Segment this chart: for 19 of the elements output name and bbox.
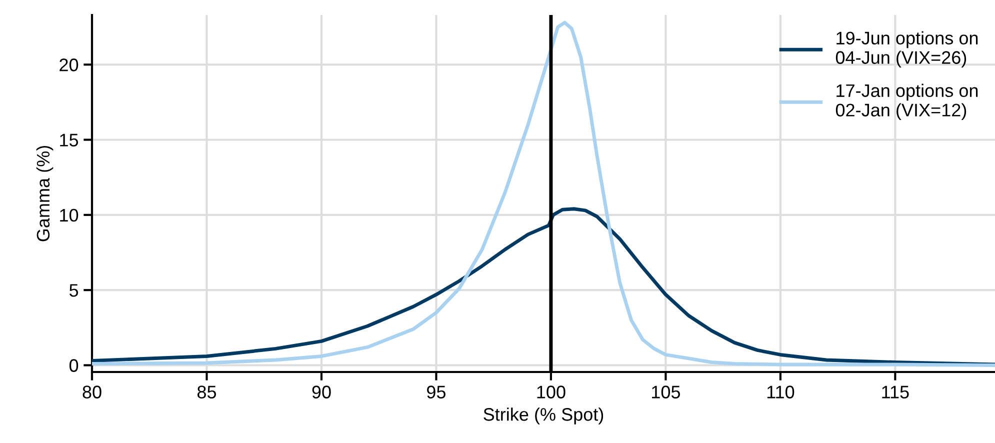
legend-label: 19-Jun options on 04-Jun (VIX=26) xyxy=(836,31,978,68)
x-tick-label: 100 xyxy=(537,386,566,398)
x-tick-label: 80 xyxy=(82,386,102,398)
y-axis-title: Gamma (%) xyxy=(36,146,54,242)
x-axis-title: Strike (% Spot) xyxy=(484,408,604,424)
y-tick-label: 10 xyxy=(60,208,78,222)
y-tick-label: 15 xyxy=(60,134,78,146)
x-tick-label: 95 xyxy=(427,386,446,398)
x-tick-label: 90 xyxy=(312,386,331,398)
x-tick-label: 115 xyxy=(882,386,909,398)
y-tick-label: 5 xyxy=(69,284,78,297)
y-tick-label: 0 xyxy=(69,359,78,372)
y-tick-label: 20 xyxy=(60,58,78,72)
legend-label: 17-Jan options on 02-Jan (VIX=12) xyxy=(836,84,978,120)
x-tick-label: 110 xyxy=(767,386,794,398)
line-series xyxy=(92,207,995,366)
x-tick-label: 105 xyxy=(652,386,680,398)
x-tick-label: 85 xyxy=(197,386,216,398)
line-series xyxy=(92,20,995,367)
